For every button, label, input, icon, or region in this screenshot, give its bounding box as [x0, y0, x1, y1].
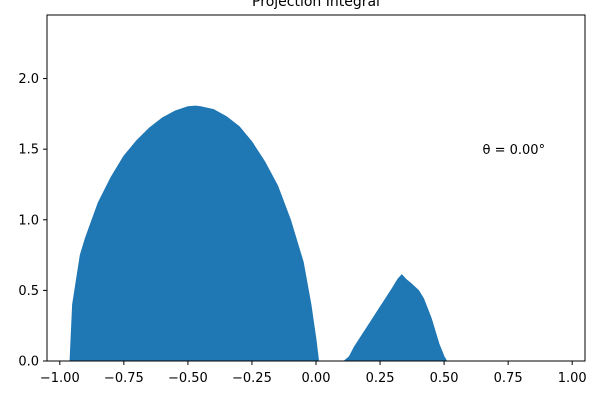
x-tick-label: −0.25	[232, 371, 272, 386]
x-axis: −1.00 −0.75 −0.50 −0.25 0.00 0.25 0.50 0.75 1.00	[40, 361, 587, 386]
x-tick-label: 0.75	[494, 371, 523, 386]
x-tick-label: −0.75	[104, 371, 144, 386]
y-tick-label: 0.0	[18, 355, 39, 370]
x-tick-label: 0.50	[430, 371, 459, 386]
area-fill-series-0	[59, 105, 573, 362]
plot-frame	[46, 14, 586, 362]
theta-annotation: θ = 0.00°	[483, 143, 546, 158]
x-tick-label: 1.00	[558, 371, 587, 386]
plot-area-fills	[59, 105, 573, 362]
y-tick-label: 0.5	[18, 284, 39, 299]
x-tick-label: −1.00	[40, 371, 80, 386]
y-tick-label: 2.0	[18, 72, 39, 87]
y-axis: 0.0 0.5 1.0 1.5 2.0	[18, 72, 47, 370]
x-tick-label: −0.50	[168, 371, 208, 386]
y-tick-label: 1.5	[18, 143, 39, 158]
x-tick-label: 0.25	[366, 371, 395, 386]
chart-title: Projection Integral	[252, 0, 380, 10]
x-tick-label: 0.00	[302, 371, 331, 386]
y-tick-label: 1.0	[18, 213, 39, 228]
